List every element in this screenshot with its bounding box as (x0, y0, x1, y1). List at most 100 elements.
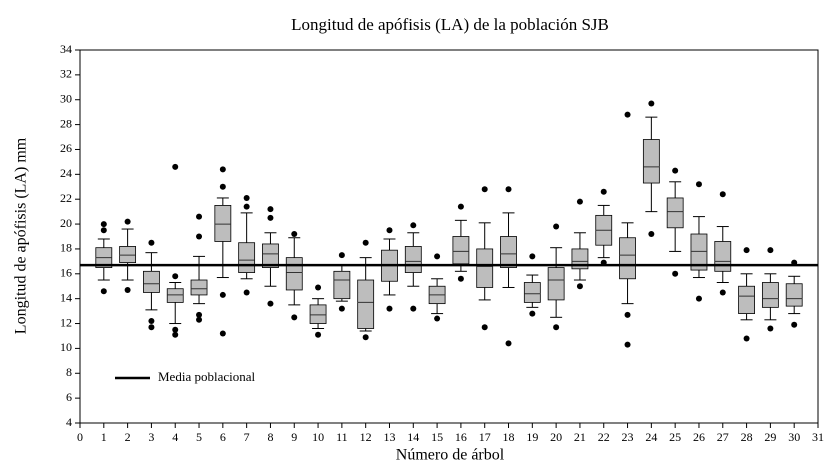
outlier (505, 340, 512, 347)
outlier (338, 305, 345, 312)
outlier (695, 181, 702, 188)
outlier (600, 188, 607, 195)
outlier (219, 291, 226, 298)
y-tick-label: 28 (60, 116, 72, 130)
outlier (624, 341, 631, 348)
outlier (648, 231, 655, 238)
x-tick-label: 16 (455, 430, 467, 444)
x-tick-label: 2 (125, 430, 131, 444)
outlier (457, 275, 464, 282)
box (238, 242, 256, 273)
x-tick-label: 8 (267, 430, 273, 444)
y-tick-label: 20 (60, 216, 72, 230)
outlier (767, 325, 774, 332)
x-tick-label: 24 (645, 430, 657, 444)
x-tick-label: 0 (77, 430, 83, 444)
box (523, 282, 541, 303)
outlier (648, 100, 655, 107)
box (143, 270, 160, 293)
outlier (719, 289, 726, 296)
outlier (172, 273, 179, 280)
y-tick-label: 32 (60, 67, 72, 81)
outlier (505, 186, 512, 193)
outlier (291, 314, 298, 321)
x-tick-label: 14 (407, 430, 419, 444)
y-tick-label: 34 (60, 42, 72, 56)
x-tick-label: 28 (741, 430, 753, 444)
outlier (434, 315, 441, 322)
outlier (576, 198, 583, 205)
y-tick-label: 16 (60, 266, 72, 280)
legend-label: Media poblacional (158, 369, 255, 384)
x-tick-label: 5 (196, 430, 202, 444)
x-tick-label: 25 (669, 430, 681, 444)
outlier (148, 318, 155, 325)
y-tick-label: 24 (60, 166, 72, 180)
box (357, 279, 375, 329)
outlier (457, 203, 464, 210)
outlier (386, 227, 393, 234)
x-tick-label: 12 (360, 430, 372, 444)
outlier (695, 295, 702, 302)
x-tick-label: 23 (622, 430, 634, 444)
outlier (576, 283, 583, 290)
box (619, 237, 636, 280)
y-tick-label: 14 (60, 290, 72, 304)
outlier (100, 221, 107, 228)
outlier (410, 305, 417, 312)
outlier (148, 324, 155, 331)
box (785, 283, 803, 307)
x-tick-label: 7 (244, 430, 250, 444)
x-tick-label: 18 (503, 430, 515, 444)
x-tick-label: 30 (788, 430, 800, 444)
outlier (243, 194, 250, 201)
outlier (362, 239, 369, 246)
x-tick-label: 4 (172, 430, 178, 444)
outlier (791, 321, 798, 328)
outlier (291, 231, 298, 238)
box (476, 248, 494, 288)
x-tick-label: 15 (431, 430, 443, 444)
y-tick-label: 8 (66, 365, 72, 379)
x-tick-label: 21 (574, 430, 586, 444)
x-tick-label: 19 (526, 430, 538, 444)
y-tick-label: 18 (60, 241, 72, 255)
outlier (362, 334, 369, 341)
outlier (172, 326, 179, 333)
chart-title: Longitud de apófisis (LA) de la població… (291, 15, 609, 34)
box (714, 241, 732, 272)
outlier (219, 183, 226, 190)
box (761, 282, 779, 308)
outlier (100, 288, 107, 295)
outlier (481, 324, 488, 331)
outlier (196, 213, 203, 220)
outlier (267, 214, 274, 221)
outlier (767, 247, 774, 254)
box (738, 285, 755, 314)
box (333, 270, 351, 300)
outlier (529, 310, 536, 317)
outlier (267, 206, 274, 213)
box (119, 246, 137, 264)
outlier (672, 270, 679, 277)
outlier (196, 233, 203, 240)
x-tick-label: 6 (220, 430, 226, 444)
outlier (315, 284, 322, 291)
y-tick-label: 30 (60, 91, 72, 105)
outlier (338, 252, 345, 259)
x-tick-label: 29 (764, 430, 776, 444)
outlier (743, 247, 750, 254)
outlier (624, 311, 631, 318)
outlier (553, 223, 560, 230)
y-tick-label: 6 (66, 390, 72, 404)
box (214, 205, 232, 242)
plot-frame (79, 49, 819, 424)
outlier (315, 331, 322, 338)
outlier (243, 289, 250, 296)
outlier (219, 330, 226, 337)
outlier (624, 111, 631, 118)
box (690, 233, 708, 271)
y-tick-label: 26 (60, 141, 72, 155)
outlier (267, 300, 274, 307)
